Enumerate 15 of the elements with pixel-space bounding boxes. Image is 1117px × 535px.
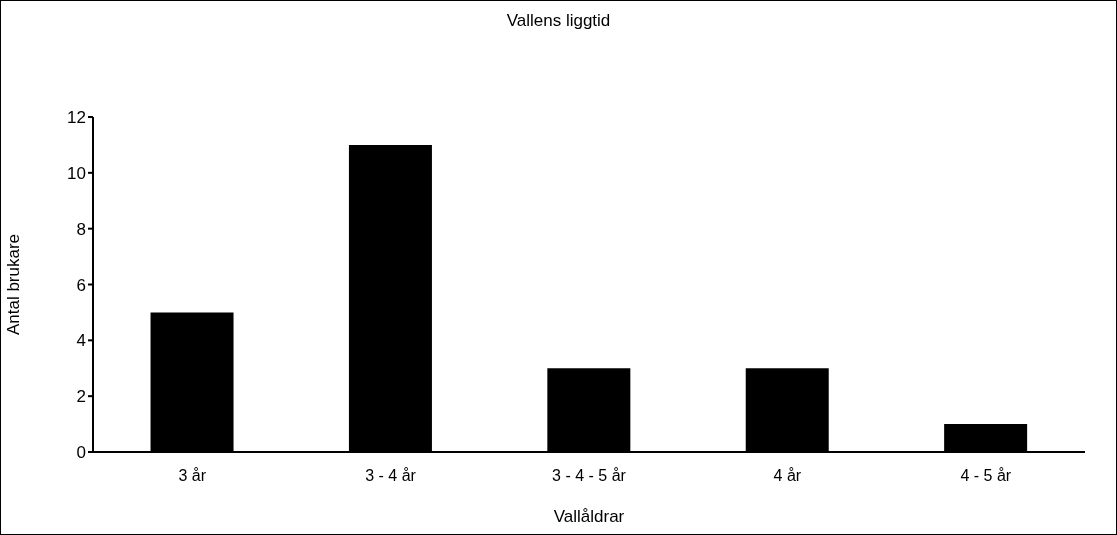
chart-title: Vallens liggtid [505,11,612,31]
x-axis-title: Vallåldrar [553,507,625,526]
y-tick-label: 4 [76,331,86,351]
y-axis-title: Antal brukare [4,233,24,336]
x-tick-label: 3 - 4 - 5 år [552,467,627,485]
x-tick-label: 4 - 5 år [960,467,1012,485]
x-tick-label: 3 - 4 år [365,467,417,485]
y-tick-label: 2 [76,387,86,407]
x-tick-label: 3 år [178,467,207,485]
x-tick-label: 4 år [773,467,802,485]
y-tick-label: 10 [67,163,86,183]
y-tick-label: 6 [76,275,86,295]
y-tick-label: 12 [67,108,86,128]
y-tick-label: 8 [76,219,86,239]
y-tick-label: 0 [76,443,86,463]
